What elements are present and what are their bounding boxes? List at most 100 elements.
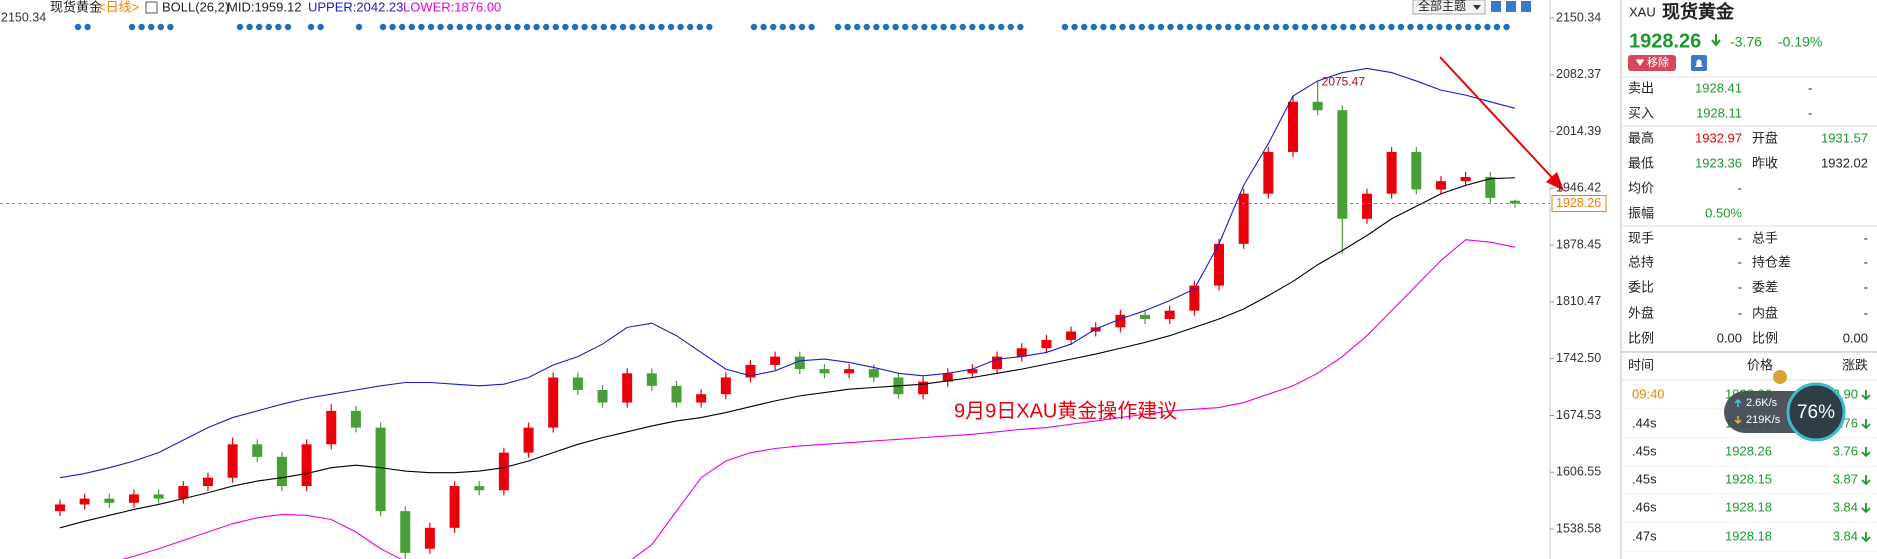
- down-icon: [1711, 34, 1721, 47]
- field-label: 内盘: [1752, 305, 1778, 320]
- field-label: 总持: [1628, 254, 1654, 269]
- signal-dot: [1186, 23, 1194, 31]
- signal-dot: [317, 23, 324, 31]
- period[interactable]: <日线>: [98, 0, 139, 14]
- quote-fields: 卖出 1928.41 - 买入 1928.11 - 最高 1932.97 开盘 1931.57 最低…: [1621, 80, 1877, 552]
- signal-dot: [1017, 23, 1024, 31]
- theme-button[interactable]: [1412, 0, 1486, 15]
- signal-dot: [1225, 23, 1232, 31]
- indicator-icon[interactable]: [145, 1, 158, 14]
- signal-dot: [1503, 23, 1510, 31]
- table-header: 价格: [1747, 357, 1773, 372]
- signal-dot: [495, 23, 502, 31]
- download-speed: 219K/s: [1746, 414, 1781, 426]
- signal-dot: [1474, 23, 1482, 31]
- boll-line: [59, 67, 1516, 479]
- field-value: -: [1864, 305, 1868, 320]
- signal-dot: [610, 23, 617, 31]
- candle-body: [1140, 314, 1151, 320]
- signal-dot: [1330, 23, 1338, 31]
- boll-line: [121, 239, 1516, 559]
- field-value: 1932.02: [1821, 155, 1868, 170]
- down-icon: [1861, 503, 1871, 514]
- signal-dot: [639, 23, 646, 31]
- dropdown-icon: [1473, 5, 1481, 10]
- toolbar-icon[interactable]: [1521, 1, 1531, 12]
- candle-body: [449, 486, 460, 528]
- signal-dot: [84, 23, 91, 31]
- down-icon: [1861, 419, 1871, 430]
- tick-price: 1928.15: [1725, 471, 1772, 486]
- field-label: 持仓差: [1752, 254, 1791, 269]
- red-arrow: [1439, 56, 1559, 185]
- field-label: 买入: [1628, 105, 1654, 120]
- signal-dot: [1378, 23, 1386, 31]
- field-value: -: [1738, 254, 1742, 269]
- candle-body: [1238, 193, 1249, 244]
- candle-body: [597, 390, 608, 403]
- tick-change: 3.84: [1833, 499, 1858, 514]
- signal-dot: [523, 23, 531, 31]
- quote-code: XAU: [1629, 4, 1656, 19]
- signal-dot: [892, 23, 899, 31]
- red-arrowhead: [1546, 172, 1564, 191]
- signal-dot: [307, 23, 315, 31]
- candle-body: [474, 486, 485, 491]
- candle-body: [1066, 331, 1077, 340]
- y-tick-label: 2150.34: [1556, 10, 1601, 24]
- signal-dot: [959, 23, 966, 31]
- candle-body: [400, 511, 411, 553]
- candle-body: [572, 377, 583, 391]
- heart-icon: [1636, 58, 1644, 66]
- toolbar-icon[interactable]: [1491, 1, 1501, 12]
- candle-body: [622, 373, 633, 403]
- signal-dot: [1397, 23, 1405, 31]
- remove-text: 移除: [1647, 55, 1669, 69]
- candle-body: [548, 377, 559, 428]
- signal-dot: [1349, 23, 1357, 31]
- signal-dot: [1138, 23, 1146, 31]
- candle-body: [55, 504, 65, 512]
- field-value: 1932.97: [1695, 130, 1742, 145]
- field-value: 1928.11: [1696, 105, 1742, 120]
- signal-dot: [950, 23, 957, 31]
- field-value: 1923.36: [1695, 155, 1742, 170]
- signal-dot: [882, 23, 890, 31]
- signal-dot: [969, 23, 976, 31]
- signal-dot: [1205, 23, 1213, 31]
- candle-body: [844, 369, 855, 374]
- signal-dot: [677, 23, 684, 31]
- field-value: 0.00: [1843, 330, 1868, 345]
- toolbar-icon[interactable]: [1506, 1, 1516, 12]
- down-icon: [1734, 416, 1742, 425]
- signal-dot: [1493, 23, 1501, 31]
- signal-dot: [447, 23, 454, 31]
- signal-dot: [789, 23, 796, 31]
- signal-dot: [667, 23, 675, 31]
- signal-dot: [1388, 23, 1395, 31]
- signal-dot: [284, 23, 292, 31]
- signal-dot: [1253, 23, 1261, 31]
- signal-dot: [1100, 23, 1107, 31]
- signal-dot: [399, 23, 406, 31]
- field-label: 最高: [1628, 130, 1654, 145]
- table-header: 涨跌: [1842, 357, 1868, 372]
- candle-body: [1041, 339, 1052, 349]
- field-label: 振幅: [1628, 205, 1654, 220]
- signal-dot: [418, 23, 425, 31]
- candle-body: [276, 456, 287, 487]
- signal-dot: [1177, 23, 1184, 31]
- field-label: 最低: [1628, 155, 1654, 170]
- signal-dot: [562, 23, 569, 31]
- remove-button[interactable]: [1628, 55, 1676, 71]
- field-label: 比例: [1752, 330, 1778, 345]
- y-tick-label: 2014.39: [1556, 124, 1601, 138]
- candle-body: [326, 410, 337, 445]
- y-tick-label: 1946.42: [1556, 181, 1601, 195]
- candle-body: [967, 369, 978, 374]
- up-icon: [1734, 398, 1742, 407]
- signal-dot: [1292, 23, 1299, 31]
- down-icon: [1861, 447, 1871, 458]
- candle-body: [1214, 243, 1225, 286]
